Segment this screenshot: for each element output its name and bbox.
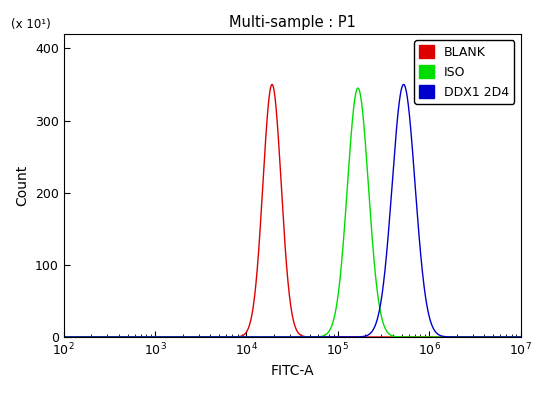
ISO [399, 334, 406, 339]
Line: DDX1 2D4: DDX1 2D4 [64, 84, 521, 337]
BLANK [517, 334, 524, 339]
ISO [226, 334, 232, 339]
BLANK [61, 334, 67, 339]
X-axis label: FITC-A: FITC-A [270, 364, 314, 378]
Y-axis label: Count: Count [15, 165, 30, 206]
ISO [351, 103, 357, 108]
Title: Multi-sample : P1: Multi-sample : P1 [229, 15, 356, 30]
DDX1 2D4 [226, 334, 232, 339]
BLANK [351, 334, 357, 339]
BLANK [269, 82, 275, 87]
DDX1 2D4 [331, 334, 337, 339]
BLANK [399, 334, 406, 339]
BLANK [331, 334, 337, 339]
Line: ISO: ISO [64, 88, 521, 337]
BLANK [226, 334, 232, 339]
BLANK [84, 334, 90, 339]
ISO [517, 334, 524, 339]
ISO [61, 334, 67, 339]
BLANK [423, 334, 430, 339]
DDX1 2D4 [84, 334, 90, 339]
ISO [423, 334, 430, 339]
ISO [84, 334, 90, 339]
DDX1 2D4 [61, 334, 67, 339]
Line: BLANK: BLANK [64, 84, 521, 337]
DDX1 2D4 [399, 84, 406, 88]
DDX1 2D4 [517, 334, 524, 339]
ISO [354, 86, 361, 90]
ISO [331, 316, 337, 321]
DDX1 2D4 [351, 334, 357, 339]
DDX1 2D4 [400, 82, 407, 87]
Legend: BLANK, ISO, DDX1 2D4: BLANK, ISO, DDX1 2D4 [414, 40, 514, 104]
Text: (x 10¹): (x 10¹) [11, 18, 51, 31]
DDX1 2D4 [423, 303, 430, 307]
